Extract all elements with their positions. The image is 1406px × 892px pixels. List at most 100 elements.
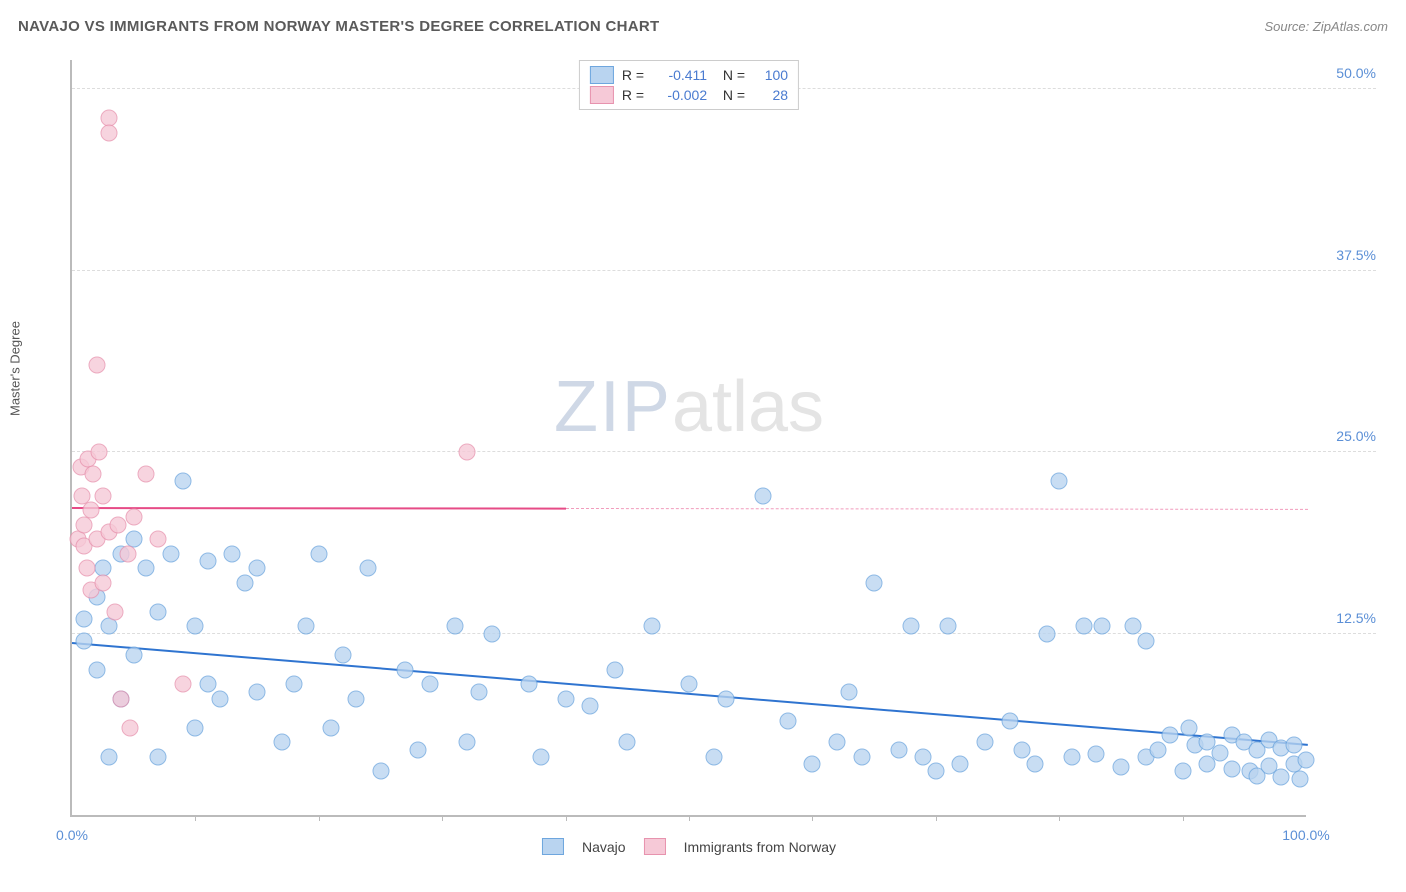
data-point: [927, 763, 944, 780]
data-point: [113, 690, 130, 707]
data-point: [1273, 769, 1290, 786]
legend-swatch: [590, 86, 614, 104]
data-point: [101, 124, 118, 141]
data-point: [125, 647, 142, 664]
source-attribution: Source: ZipAtlas.com: [1264, 19, 1388, 34]
data-point: [249, 560, 266, 577]
data-point: [224, 545, 241, 562]
data-point: [409, 741, 426, 758]
data-point: [829, 734, 846, 751]
y-axis-label: Master's Degree: [8, 321, 23, 416]
data-point: [76, 611, 93, 628]
data-point: [890, 741, 907, 758]
legend-row: R =-0.411 N =100: [590, 65, 788, 85]
data-point: [1026, 756, 1043, 773]
data-point: [273, 734, 290, 751]
data-point: [903, 618, 920, 635]
x-tick-mark: [1183, 815, 1184, 821]
data-point: [125, 509, 142, 526]
data-point: [1051, 473, 1068, 490]
data-point: [421, 676, 438, 693]
data-point: [952, 756, 969, 773]
x-tick-mark: [442, 815, 443, 821]
data-point: [107, 603, 124, 620]
data-point: [681, 676, 698, 693]
data-point: [84, 465, 101, 482]
data-point: [718, 690, 735, 707]
y-tick-label: 12.5%: [1316, 610, 1376, 626]
data-point: [286, 676, 303, 693]
data-point: [1014, 741, 1031, 758]
data-point: [1125, 618, 1142, 635]
data-point: [175, 676, 192, 693]
n-value: 100: [753, 67, 788, 83]
data-point: [121, 719, 138, 736]
data-point: [310, 545, 327, 562]
legend-swatch: [590, 66, 614, 84]
data-point: [94, 487, 111, 504]
data-point: [91, 444, 108, 461]
data-point: [335, 647, 352, 664]
data-point: [101, 748, 118, 765]
data-point: [1174, 763, 1191, 780]
data-point: [1149, 741, 1166, 758]
data-point: [323, 719, 340, 736]
data-point: [1291, 770, 1308, 787]
data-point: [76, 632, 93, 649]
data-point: [582, 698, 599, 715]
data-point: [347, 690, 364, 707]
data-point: [1298, 751, 1315, 768]
x-tick-mark: [195, 815, 196, 821]
data-point: [94, 574, 111, 591]
data-point: [1075, 618, 1092, 635]
data-point: [175, 473, 192, 490]
data-point: [1223, 760, 1240, 777]
data-point: [532, 748, 549, 765]
data-point: [101, 618, 118, 635]
data-point: [471, 683, 488, 700]
data-point: [1112, 759, 1129, 776]
data-point: [804, 756, 821, 773]
data-point: [236, 574, 253, 591]
x-tick-mark: [566, 815, 567, 821]
legend-swatch: [644, 838, 666, 855]
data-point: [360, 560, 377, 577]
data-point: [138, 560, 155, 577]
x-tick-label: 0.0%: [56, 827, 88, 843]
data-point: [779, 712, 796, 729]
trend-line: [72, 507, 566, 510]
chart-container: Master's Degree ZIPatlas R =-0.411 N =10…: [20, 50, 1386, 862]
data-point: [397, 661, 414, 678]
r-label: R =: [622, 67, 644, 83]
data-point: [1162, 727, 1179, 744]
data-point: [78, 560, 95, 577]
data-point: [150, 748, 167, 765]
legend-swatch: [542, 838, 564, 855]
data-point: [249, 683, 266, 700]
data-point: [866, 574, 883, 591]
correlation-legend: R =-0.411 N =100R =-0.002 N =28: [579, 60, 799, 110]
data-point: [915, 748, 932, 765]
data-point: [187, 618, 204, 635]
data-point: [1211, 744, 1228, 761]
data-point: [606, 661, 623, 678]
data-point: [483, 625, 500, 642]
x-tick-mark: [812, 815, 813, 821]
data-point: [76, 516, 93, 533]
n-label: N =: [715, 67, 745, 83]
data-point: [138, 465, 155, 482]
x-tick-mark: [1059, 815, 1060, 821]
data-point: [187, 719, 204, 736]
data-point: [298, 618, 315, 635]
data-point: [643, 618, 660, 635]
x-tick-mark: [319, 815, 320, 821]
data-point: [1038, 625, 1055, 642]
data-point: [520, 676, 537, 693]
plot-area: ZIPatlas R =-0.411 N =100R =-0.002 N =28…: [70, 60, 1306, 817]
watermark: ZIPatlas: [554, 366, 824, 448]
r-label: R =: [622, 87, 644, 103]
data-point: [557, 690, 574, 707]
data-point: [1063, 748, 1080, 765]
legend-label: Immigrants from Norway: [684, 839, 836, 855]
gridline: [72, 633, 1376, 634]
